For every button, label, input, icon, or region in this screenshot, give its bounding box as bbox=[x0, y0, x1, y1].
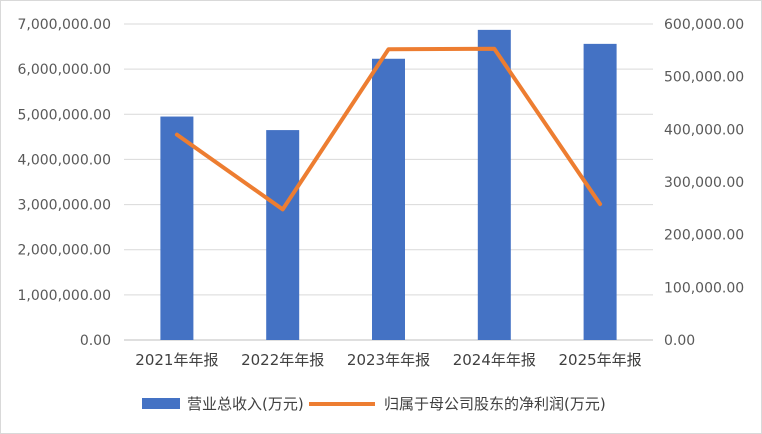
right-axis-tick-label: 200,000.00 bbox=[664, 228, 744, 244]
category-label: 2024年年报 bbox=[453, 351, 536, 369]
left-axis-tick-label: 0.00 bbox=[80, 333, 111, 349]
legend-label-net-profit: 归属于母公司股东的净利润(万元) bbox=[384, 395, 606, 413]
bar-revenue-3 bbox=[372, 58, 405, 340]
category-label: 2022年年报 bbox=[241, 351, 324, 369]
bar-revenue-2 bbox=[266, 130, 300, 340]
category-label: 2023年年报 bbox=[347, 351, 430, 369]
legend-swatch-revenue bbox=[142, 398, 180, 409]
right-axis-tick-label: 600,000.00 bbox=[664, 17, 744, 33]
bar-revenue-4 bbox=[477, 29, 511, 341]
legend-label-revenue: 营业总收入(万元) bbox=[187, 395, 304, 413]
left-axis-tick-label: 3,000,000.00 bbox=[17, 198, 111, 214]
line-series bbox=[174, 46, 603, 212]
bar-revenue-1 bbox=[160, 116, 194, 341]
right-axis-tick-label: 100,000.00 bbox=[664, 280, 744, 296]
category-axis-labels: 2021年年报 2022年年报 2023年年报 2024年年报 2025年年报 bbox=[135, 351, 641, 369]
left-axis-tick-label: 6,000,000.00 bbox=[17, 62, 111, 78]
left-axis-tick-label: 7,000,000.00 bbox=[17, 17, 111, 33]
right-axis-tick-label: 0.00 bbox=[664, 333, 695, 349]
left-axis-tick-label: 2,000,000.00 bbox=[17, 243, 111, 259]
bar-revenue-5 bbox=[583, 43, 617, 341]
right-axis-tick-label: 500,000.00 bbox=[664, 70, 744, 86]
category-label: 2021年年报 bbox=[135, 351, 218, 369]
right-axis-tick-label: 300,000.00 bbox=[664, 175, 744, 191]
bar-series bbox=[160, 29, 617, 341]
right-axis-tick-label: 400,000.00 bbox=[664, 122, 744, 138]
left-axis-tick-label: 5,000,000.00 bbox=[17, 107, 111, 123]
left-axis-tick-label: 4,000,000.00 bbox=[17, 152, 111, 168]
left-axis-tick-labels: 0.00 1,000,000.00 2,000,000.00 3,000,000.00… bbox=[17, 17, 111, 349]
left-axis-tick-label: 1,000,000.00 bbox=[17, 288, 111, 304]
category-label: 2025年年报 bbox=[559, 351, 642, 369]
legend: 营业总收入(万元) 归属于母公司股东的净利润(万元) bbox=[142, 395, 606, 413]
right-axis-tick-labels: 0.00 100,000.00 200,000.00 300,000.00 400,00… bbox=[664, 17, 744, 349]
